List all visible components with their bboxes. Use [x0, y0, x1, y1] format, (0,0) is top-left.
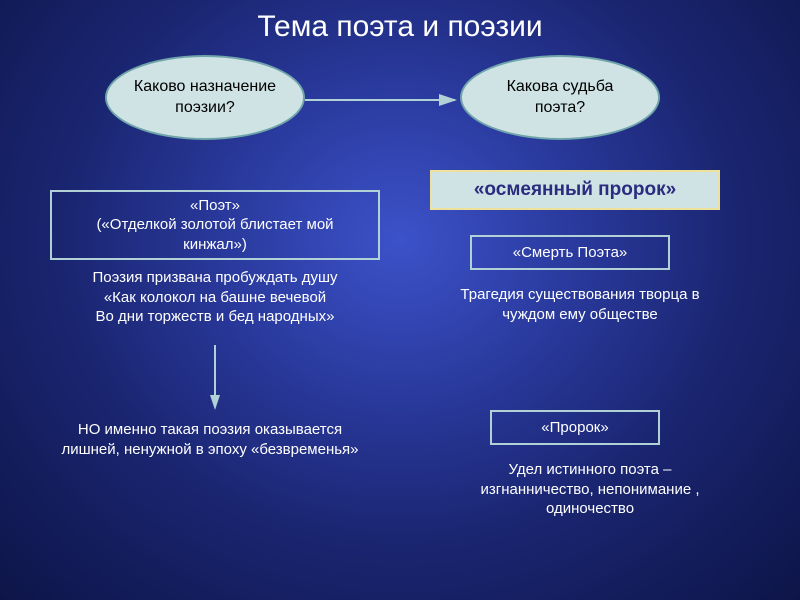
box-death: «Смерть Поэта» — [470, 235, 670, 270]
header-box-prophet: «осмеянный пророк» — [430, 170, 720, 210]
arrow-vertical — [200, 345, 230, 415]
left-text-2: НО именно такая поэзия оказывается лишне… — [60, 420, 360, 459]
box-poet-text: «Поэт» («Отделкой золотой блистает мой к… — [64, 196, 366, 255]
box-death-text: «Смерть Поэта» — [513, 243, 628, 263]
right-text-1: Трагедия существования творца в чуждом е… — [450, 285, 710, 324]
header-box-text: «осмеянный пророк» — [474, 178, 676, 203]
ellipse-fate: Какова судьба поэта? — [460, 55, 660, 140]
arrow-horizontal — [305, 85, 465, 115]
box-prophet-text: «Пророк» — [541, 418, 608, 438]
slide-title: Тема поэта и поэзии — [0, 0, 800, 54]
box-poet: «Поэт» («Отделкой золотой блистает мой к… — [50, 190, 380, 260]
ellipse-purpose: Каково назначение поэзии? — [105, 55, 305, 140]
right-text-2: Удел истинного поэта – изгнанничество, н… — [460, 460, 720, 519]
ellipse-purpose-text: Каково назначение поэзии? — [125, 77, 285, 119]
ellipse-fate-text: Какова судьба поэта? — [480, 77, 640, 119]
left-text-1: Поэзия призвана пробуждать душу «Как кол… — [50, 268, 380, 327]
box-prophet: «Пророк» — [490, 410, 660, 445]
